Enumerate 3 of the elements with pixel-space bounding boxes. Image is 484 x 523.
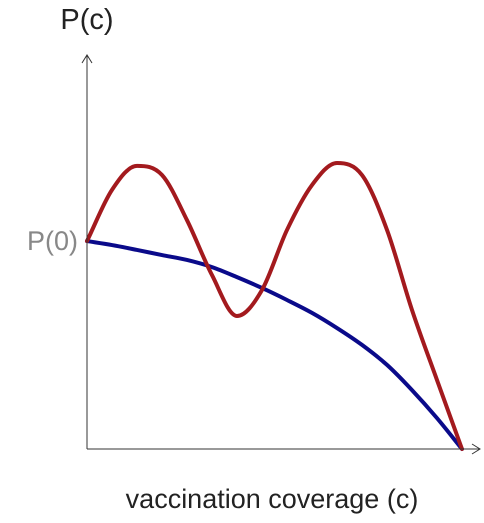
text: P(0) <box>26 225 78 258</box>
x-axis-title: vaccination coverage (c) <box>124 484 420 515</box>
y-axis-title: P(c) <box>59 4 115 37</box>
